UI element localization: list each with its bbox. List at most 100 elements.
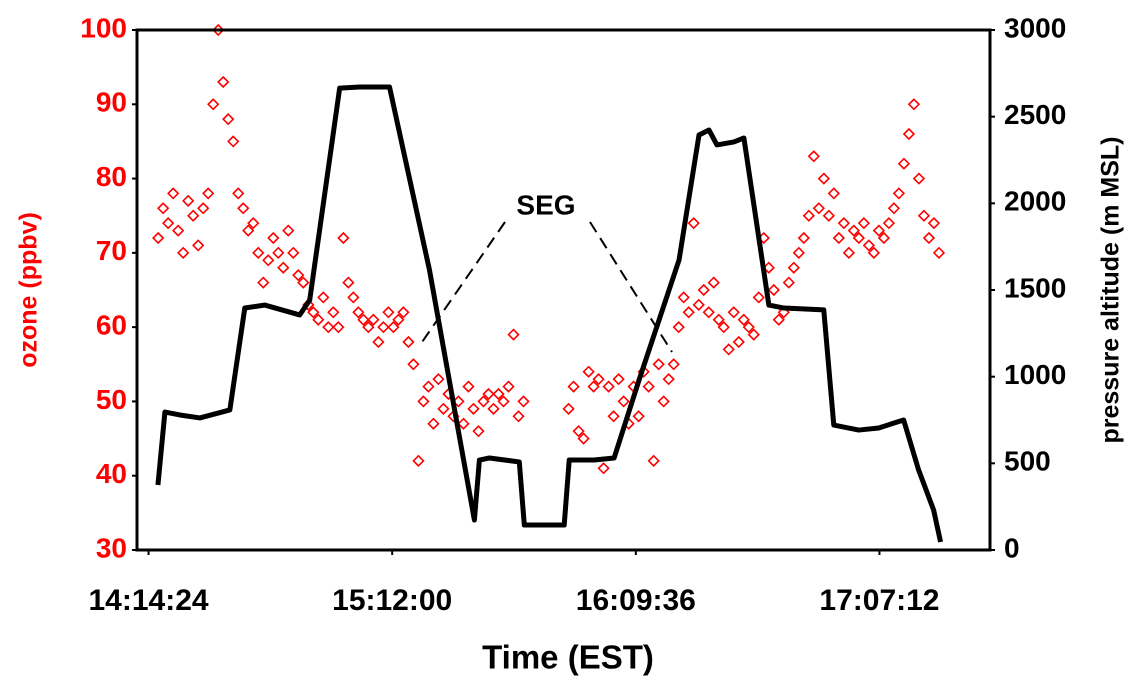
ozone-point [807, 150, 820, 163]
ozone-point [612, 373, 625, 386]
ozone-point [422, 380, 435, 393]
y2-axis-label: pressure altitude (m MSL) [1097, 137, 1125, 444]
ozone-point [642, 380, 655, 393]
ozone-point [247, 217, 260, 230]
ozone-point [922, 231, 936, 245]
ozone-point [587, 380, 600, 393]
ozone-point [827, 187, 840, 200]
ozone-point [867, 246, 881, 259]
ozone-point [457, 417, 470, 430]
ozone-point [437, 402, 450, 415]
ozone-point [347, 291, 360, 304]
ozone-point [512, 410, 525, 423]
y2-tick-label: 2000 [1004, 186, 1066, 217]
annotation-line [589, 221, 673, 353]
ozone-point [647, 454, 660, 467]
ozone-point [727, 306, 740, 319]
ozone-point [467, 402, 480, 415]
ozone-point [487, 402, 500, 415]
ozone-point [322, 321, 335, 334]
ozone-point [872, 224, 886, 237]
y2-tick-label: 1500 [1004, 272, 1066, 303]
ozone-point [812, 202, 825, 215]
ozone-point [897, 157, 911, 170]
ozone-point [262, 254, 275, 267]
ozone-point [202, 187, 215, 200]
ozone-point [187, 209, 200, 222]
ozone-point [772, 313, 785, 326]
ozone-point [932, 246, 946, 259]
y-tick-label: 90 [96, 87, 127, 118]
ozone-point [282, 224, 295, 237]
y2-tick-label: 0 [1004, 532, 1020, 563]
ozone-point [732, 335, 745, 349]
x-tick-label: 17:07:12 [819, 584, 939, 617]
ozone-point [227, 135, 240, 148]
ozone-point [832, 231, 845, 245]
ozone-point [417, 395, 430, 408]
ozone-point [212, 23, 225, 37]
ozone-point [842, 246, 855, 259]
ozone-point [927, 217, 941, 230]
ozone-point [662, 373, 675, 386]
ozone-point [712, 313, 725, 326]
ozone-point [607, 410, 620, 423]
ozone-point [232, 187, 245, 200]
ozone-point [817, 172, 830, 185]
ozone-point [602, 380, 615, 393]
ozone-point [427, 417, 440, 430]
ozone-point [517, 395, 530, 408]
ozone-point [917, 209, 931, 222]
ozone-point [382, 306, 395, 319]
y-tick-label: 60 [96, 310, 127, 341]
ozone-point [172, 224, 185, 237]
ozone-point [687, 217, 700, 230]
ozone-point [317, 291, 330, 304]
ozone-point [287, 246, 300, 259]
ozone-point [342, 276, 355, 289]
ozone-point [152, 231, 165, 245]
x-axis-label: Time (EST) [482, 639, 654, 676]
ozone-point [257, 276, 270, 289]
plot-area [152, 23, 946, 543]
ozone-point [747, 328, 760, 341]
y-axis-label: ozone (ppbv) [15, 212, 43, 368]
ozone-point [767, 283, 780, 297]
y2-tick-label: 500 [1004, 446, 1051, 477]
ozone-point [562, 402, 575, 415]
ozone-point [312, 313, 325, 326]
ozone-point [617, 395, 630, 408]
ozone-point [912, 172, 926, 185]
ozone-point [412, 454, 425, 467]
annotation: SEG [516, 189, 575, 220]
ozone-point [672, 321, 685, 334]
ozone-point [267, 231, 280, 245]
y-tick-label: 100 [80, 12, 127, 43]
altitude-line [155, 84, 944, 543]
annotation-line [419, 221, 506, 346]
ozone-point [497, 395, 510, 408]
ozone-point [597, 462, 610, 475]
ozone-point [377, 321, 390, 334]
ozone-point [852, 231, 866, 245]
ozone-point [492, 387, 505, 401]
x-tick-label: 15:12:00 [332, 584, 452, 617]
ozone-point [222, 113, 235, 126]
ozone-point [272, 246, 285, 259]
ozone-point [882, 217, 896, 230]
y-tick-label: 50 [96, 384, 127, 415]
ozone-point [157, 202, 170, 215]
ozone-point [402, 335, 415, 349]
ozone-point [822, 209, 835, 222]
y-tick-label: 30 [96, 532, 127, 563]
ozone-point [362, 321, 375, 334]
ozone-point [902, 127, 916, 141]
ozone-point [472, 425, 485, 438]
ozone-point [707, 276, 720, 289]
ozone-point [722, 343, 735, 356]
ozone-point [677, 291, 690, 304]
ozone-point [252, 246, 265, 259]
ozone-point [332, 321, 345, 334]
ozone-point [207, 98, 220, 111]
ozone-point [192, 239, 205, 252]
